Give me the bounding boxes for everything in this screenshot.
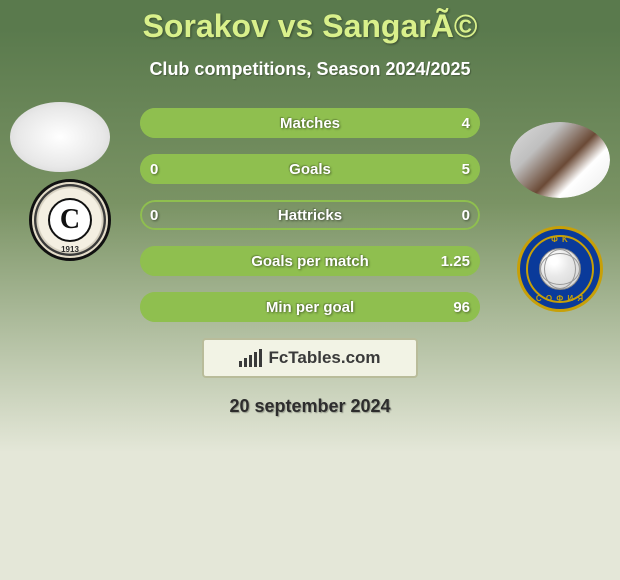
- stat-value-right: 0: [462, 200, 470, 230]
- slavia-crest-icon: C 1913: [29, 179, 111, 261]
- stat-label: Hattricks: [140, 200, 480, 230]
- date-line: 20 september 2024: [0, 396, 620, 417]
- stat-label: Matches: [140, 108, 480, 138]
- stat-row: Hattricks0 0: [140, 200, 480, 230]
- subtitle: Club competitions, Season 2024/2025: [0, 59, 620, 80]
- stat-value-right: 1.25: [441, 246, 470, 276]
- slavia-year: 1913: [32, 245, 108, 254]
- stat-value-right: 96: [453, 292, 470, 322]
- stat-row: Matches4: [140, 108, 480, 138]
- levski-top-text: Φ K: [520, 235, 600, 244]
- player-left-avatar: [10, 102, 110, 172]
- title-vs: vs: [269, 8, 322, 44]
- stat-label: Min per goal: [140, 292, 480, 322]
- club-left-logo: C 1913: [20, 175, 120, 265]
- page-title: Sorakov vs SangarÃ©: [0, 0, 620, 45]
- content-root: Sorakov vs SangarÃ© Club competitions, S…: [0, 0, 620, 417]
- stats-container: Matches4Goals05Hattricks00Goals per matc…: [140, 108, 480, 322]
- levski-crest-icon: Φ K С О Ф И Я: [517, 226, 603, 312]
- brand-name: FcTables.com: [268, 348, 380, 368]
- stat-value-right: 5: [462, 154, 470, 184]
- stat-value-right: 4: [462, 108, 470, 138]
- stat-row: Min per goal96: [140, 292, 480, 322]
- stat-label: Goals: [140, 154, 480, 184]
- title-right: SangarÃ©: [322, 8, 477, 44]
- title-left: Sorakov: [143, 8, 269, 44]
- levski-bottom-text: С О Ф И Я: [520, 294, 600, 303]
- stat-value-left: 0: [150, 200, 158, 230]
- stat-row: Goals0 5: [140, 154, 480, 184]
- stat-row: Goals per match1.25: [140, 246, 480, 276]
- brand-bars-icon: [239, 349, 262, 367]
- brand-box: FcTables.com: [202, 338, 418, 378]
- stat-value-left: 0: [150, 154, 158, 184]
- stat-label: Goals per match: [140, 246, 480, 276]
- player-right-avatar: [510, 122, 610, 198]
- club-right-logo: Φ K С О Ф И Я: [510, 224, 610, 314]
